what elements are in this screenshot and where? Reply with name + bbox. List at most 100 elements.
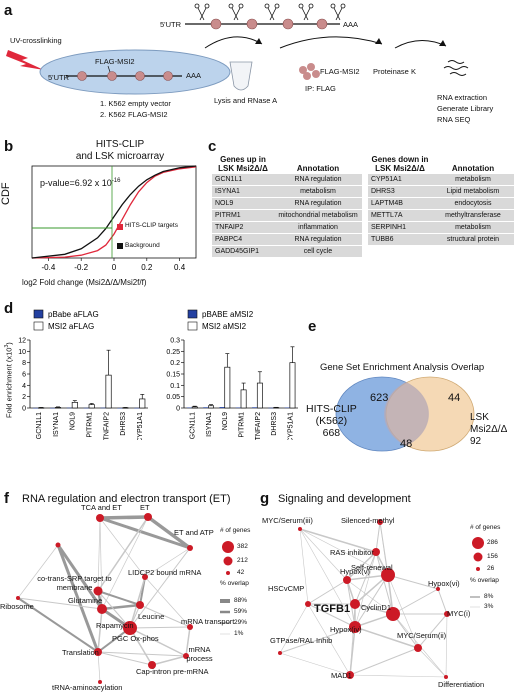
cdf-chart: -0.4 -0.2 0 0.2 0.4 <box>31 165 197 272</box>
genes-up-table: Genes up in LSK Msi2Δ/Δ Annotation GCN1L… <box>212 154 362 258</box>
legend-node-large <box>472 537 484 549</box>
venn-overlap-count: 48 <box>400 438 413 450</box>
pvalue-text: p-value=6.92 x 10-16 <box>40 178 120 188</box>
panel-g-letter: g <box>260 490 270 507</box>
pvalue-label: p-value=6.92 x 10 <box>40 178 112 188</box>
annotation-header: Annotation <box>451 164 495 173</box>
y-tick-label: 0 <box>176 406 180 413</box>
panel-g-title: Signaling and development <box>278 493 411 505</box>
venn-overlap-region <box>384 382 429 446</box>
table-row: ISYNA1 metabolism <box>212 185 362 198</box>
bar-msi2 <box>88 404 95 409</box>
annotation-cell: inflammation <box>274 221 362 234</box>
flag-msi2-label: FLAG-MSI2 <box>95 57 135 66</box>
network-edge <box>99 515 149 520</box>
network-edge <box>417 613 448 649</box>
cdf-series-line <box>31 165 197 259</box>
network-node-label: Rapamycin <box>96 621 134 630</box>
network-node <box>96 514 104 522</box>
table-row: GADD45GIP1 cell cycle <box>212 245 362 258</box>
bar-control <box>66 407 73 409</box>
venn-left-label: HITS-CLIP (K562) 668 <box>306 403 357 439</box>
category-label: PITRM1 <box>239 412 246 438</box>
y-tick-label: 0.15 <box>166 372 180 379</box>
network-node-label: MYC/Serum(iii) <box>262 516 313 525</box>
gene-cell: DHRS3 <box>368 185 432 198</box>
network-edge <box>349 674 447 678</box>
table-row: LAPTM4B endocytosis <box>368 197 514 210</box>
network-edge <box>99 517 146 578</box>
gene-cell: NOL9 <box>212 197 274 210</box>
annotation-cell: structural protein <box>432 233 514 246</box>
bar-control <box>252 407 258 408</box>
network-node <box>343 576 351 584</box>
ip-label: IP: FLAG <box>305 84 336 93</box>
network-node <box>144 513 152 521</box>
network-edge <box>146 515 192 550</box>
annotation-cell: metabolism <box>432 174 514 186</box>
bar-chart-amsi2: 0 0.05 0.1 0.15 0.2 0.25 0.3 GCN1L1 ISYNA1 NOL9 PI… <box>166 309 298 440</box>
table-row: TUBB6 structural protein <box>368 233 514 246</box>
rna-fragments-icon <box>443 60 469 76</box>
panel-b-title-line1: HITS-CLIP <box>95 139 145 150</box>
network-edge <box>97 651 153 666</box>
legend-overlap-value: 1% <box>234 630 244 637</box>
network-node-label: mRNA transport <box>181 617 235 626</box>
x-tick-label: -0.4 <box>42 263 56 272</box>
network-node <box>183 653 189 659</box>
network-node-label: tRNA-aminoacylation <box>52 683 123 692</box>
legend-overlap-value: 59% <box>234 608 248 615</box>
bar-msi2 <box>38 407 45 409</box>
gene-cell: CYP51A1 <box>368 174 432 186</box>
uv-label: UV-crosslinking <box>10 36 62 45</box>
network-edge <box>307 579 348 605</box>
bar-msi2 <box>139 398 146 409</box>
bar-control <box>33 407 39 409</box>
annotation-cell: metabolism <box>274 185 362 198</box>
legend-background-label: Background <box>125 242 160 249</box>
legend-swatch-control <box>187 309 198 319</box>
panel-a-letter: a <box>4 2 13 19</box>
network-edge <box>417 647 447 678</box>
network-edge <box>99 516 191 550</box>
network-edge <box>97 590 141 606</box>
network-node-label: GTPase/RAL Inhib <box>270 636 333 645</box>
network-edge <box>346 579 394 615</box>
bar-msi2 <box>256 382 263 409</box>
gene-cell: ISYNA1 <box>212 185 274 198</box>
network-edge <box>445 613 448 678</box>
network-node <box>16 596 20 600</box>
legend-label: MSI2 aFLAG <box>48 322 94 331</box>
network-node <box>278 651 282 655</box>
panel-b-title: HITS-CLIP and LSK microarray <box>50 139 190 163</box>
legend-label: MSI2 aMSI2 <box>202 322 247 331</box>
gene-cell: LAPTM4B <box>368 197 432 210</box>
network-edge <box>279 626 356 654</box>
legend-genes-value: 156 <box>487 553 498 560</box>
annotation-cell: mitochondrial metabolism <box>274 209 362 222</box>
y-tick-label: 0 <box>22 406 26 413</box>
gene-cell: SERPINH1 <box>368 221 432 234</box>
network-node <box>148 661 156 669</box>
table-row: SERPINH1 metabolism <box>368 221 514 234</box>
network-edge <box>129 627 153 666</box>
network-node <box>94 648 102 656</box>
venn-left-label-line1: HITS-CLIP <box>306 403 357 415</box>
legend-label: pBabe aFLAG <box>48 310 99 319</box>
legend-swatch-control <box>33 309 44 319</box>
network-node <box>142 574 148 580</box>
network-edge <box>387 574 419 649</box>
y-tick-label: 0.1 <box>170 383 180 390</box>
y-tick-label: 10 <box>18 349 26 356</box>
legend-node-small <box>226 571 230 575</box>
table-row: METTL7A methyltransferase <box>368 209 514 222</box>
cell-ellipse <box>39 49 231 95</box>
panel-b-title-line2: and LSK microarray <box>75 151 165 162</box>
network-edge <box>354 551 377 628</box>
network-edge <box>17 597 103 610</box>
bar-control <box>268 407 274 409</box>
network-node-label: MAD1 <box>331 671 352 680</box>
legend-overlap-title-g: % overlap <box>470 577 499 584</box>
category-label: DHRS3 <box>120 412 127 436</box>
network-edge <box>349 647 419 676</box>
